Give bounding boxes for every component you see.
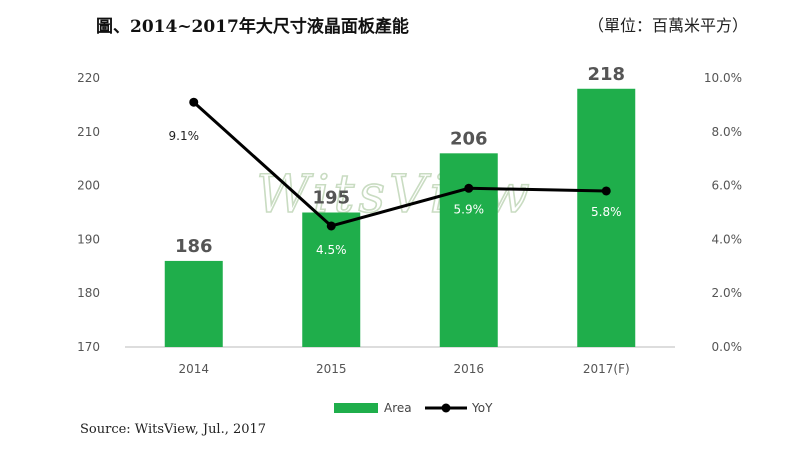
y-left-tick-label: 210 [77,125,100,139]
yoy-value-label: 5.9% [454,202,485,216]
bar-area [439,153,498,347]
y-left-tick-label: 200 [77,179,100,193]
y-right-tick-label: 10.0% [704,71,742,85]
chart-title: 圖、2014~2017年大尺寸液晶面板產能 [96,17,409,37]
x-tick-label: 2016 [453,362,484,376]
yoy-line [192,101,607,228]
x-tick-label: 2015 [316,362,347,376]
legend-yoy-label: YoY [471,401,493,415]
yoy-point [601,186,611,196]
source-note: Source: WitsView, Jul., 2017 [80,422,267,437]
y-right-tick-label: 8.0% [712,125,743,139]
y-left-tick-label: 190 [77,232,100,246]
bar-value-label: 186 [175,236,213,257]
legend-yoy-marker [441,403,451,413]
bar-value-label: 206 [450,128,488,149]
y-right-tick-label: 4.0% [712,232,743,246]
yoy-point [464,183,474,193]
x-tick-label: 2014 [178,362,209,376]
legend-area-label: Area [384,401,412,415]
y-right-tick-label: 6.0% [712,179,743,193]
y-left-tick-label: 180 [77,286,100,300]
yoy-value-label: 5.8% [591,205,622,219]
bar-value-label: 195 [312,188,350,209]
y-right-tick-label: 2.0% [712,286,743,300]
yoy-value-label: 9.1% [169,129,200,143]
y-left-tick-label: 220 [77,71,100,85]
unit-label: （單位：百萬米平方） [587,16,748,35]
y-right-tick-label: 0.0% [712,340,743,354]
bar-area [164,260,223,347]
bar-area [577,88,636,347]
bar-value-label: 218 [587,64,625,85]
y-left-tick-label: 170 [77,340,100,354]
legend-area-swatch [334,403,378,413]
yoy-value-label: 4.5% [316,243,347,257]
yoy-point [189,97,199,107]
bar-area [302,212,361,347]
yoy-point [326,221,336,231]
x-tick-label: 2017(F) [583,362,630,376]
